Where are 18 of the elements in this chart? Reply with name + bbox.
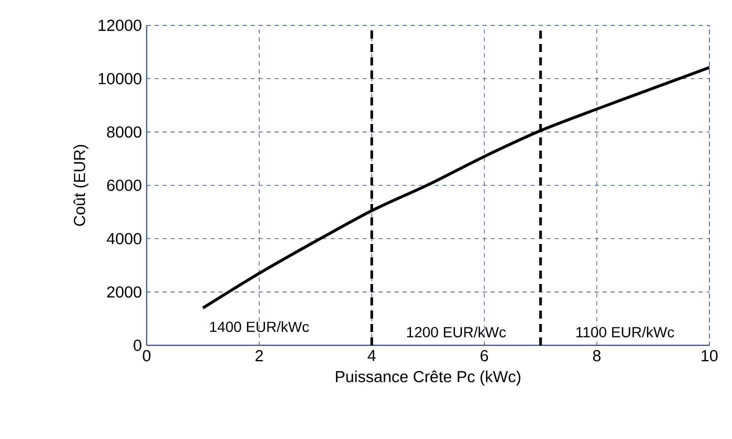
annotation: 1400 EUR/kWc (210, 321, 309, 332)
annotation: 1200 EUR/kWc (407, 326, 506, 338)
x-tick-label: 2 (256, 350, 263, 362)
x-tick-label: 8 (593, 350, 601, 362)
x-tick-label: 6 (480, 350, 488, 362)
y-tick-label: 8000 (107, 126, 142, 138)
y-tick-label: 2000 (107, 286, 142, 298)
x-axis-title: Puissance Crête Pc (kWc) (336, 370, 520, 386)
y-tick-label: 4000 (106, 233, 142, 244)
y-tick-label: 10000 (98, 73, 142, 84)
x-tick-label: 10 (702, 350, 718, 362)
y-axis-title: Coût (EUR) (73, 145, 88, 226)
y-tick-label: 0 (134, 340, 142, 352)
y-tick-label: 12000 (98, 20, 142, 32)
x-tick-label: 4 (368, 350, 376, 362)
annotation: 1100 EUR/kWc (576, 326, 674, 338)
x-tick-label: 0 (142, 350, 151, 362)
y-tick-label: 6000 (107, 180, 142, 192)
